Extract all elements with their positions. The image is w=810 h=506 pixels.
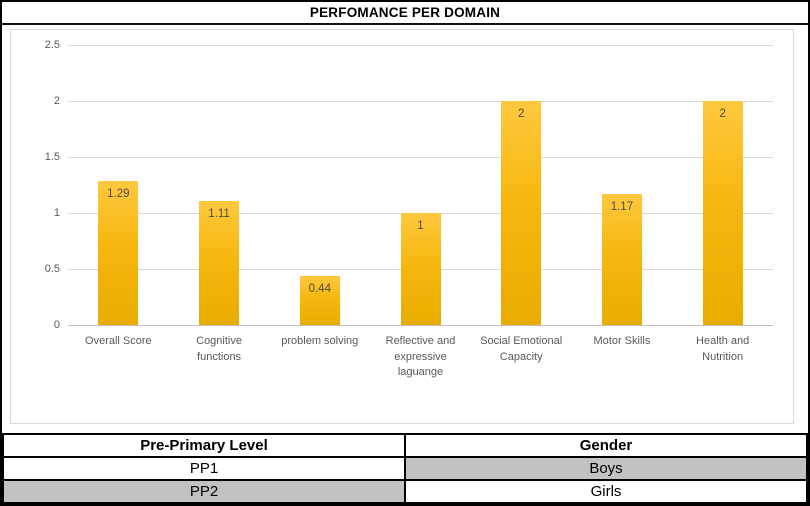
- x-axis-label-reflective-and-expressive-laguange: Reflective and expressive laguange: [385, 335, 456, 378]
- bar-reflective-and-expressive-laguange: 1: [400, 213, 441, 325]
- chart-title-bar: PERFOMANCE PER DOMAIN: [2, 2, 808, 25]
- bar-problem-solving: 0.44: [299, 275, 340, 325]
- y-axis-tick-label: 0: [53, 319, 60, 331]
- y-axis-tick-label: 0.5: [44, 263, 60, 275]
- x-axis-label-overall-score: Overall Score: [85, 335, 152, 347]
- x-axis-label-motor-skills: Motor Skills: [593, 335, 651, 347]
- x-axis-label-cognitive-functions: Cognitive functions: [196, 335, 242, 363]
- x-axis-label-problem-solving: problem solving: [281, 335, 359, 347]
- x-axis-label-health-and-nutrition: Health and Nutrition: [696, 335, 750, 363]
- bar-value-label: 1.11: [208, 207, 230, 220]
- filter-item-girls[interactable]: Girls: [404, 479, 808, 504]
- bar-value-label: 2: [518, 108, 525, 120]
- gridline: [68, 157, 773, 158]
- table-row: PP1 Boys: [2, 456, 808, 481]
- y-axis-tick-label: 2.5: [44, 39, 60, 51]
- chart-title: PERFOMANCE PER DOMAIN: [309, 5, 501, 20]
- x-axis-line: [68, 325, 773, 326]
- bar-motor-skills: 1.17: [601, 193, 642, 325]
- bar-overall-score: 1.29: [98, 180, 139, 325]
- y-axis-tick-label: 1: [53, 207, 60, 219]
- bar-value-label: 1.29: [107, 187, 130, 200]
- bar-cognitive-functions: 1.11: [199, 200, 240, 325]
- bar-social-emotional-capacity: 2: [501, 101, 542, 325]
- filter-item-pp1[interactable]: PP1: [2, 456, 406, 481]
- plot-area: 0 0.5 1 1.5 2 2.5 1.29 Overall Score 1.11 Cogniti…: [45, 39, 773, 378]
- bar-value-label: 1.17: [610, 200, 634, 213]
- y-axis-tick-label: 2: [53, 95, 60, 107]
- bar-health-and-nutrition: 2: [702, 101, 743, 325]
- chart-frame: 0 0.5 1 1.5 2 2.5 1.29 Overall Score 1.11 Cogniti…: [10, 29, 794, 424]
- bar-value-label: 0.44: [308, 282, 331, 295]
- table-header-gender: Gender: [404, 433, 808, 458]
- filter-item-boys[interactable]: Boys: [404, 456, 808, 481]
- bar-value-label: 1: [417, 220, 424, 232]
- bar-value-label: 2: [719, 108, 726, 120]
- filter-item-pp2[interactable]: PP2: [2, 479, 406, 504]
- table-header-row: Pre-Primary Level Gender: [2, 433, 808, 458]
- x-axis-label-social-emotional-capacity: Social Emotional Capacity: [480, 335, 563, 363]
- y-axis-tick-label: 1.5: [44, 151, 60, 163]
- chart-section: 0 0.5 1 1.5 2 2.5 1.29 Overall Score 1.11 Cogniti…: [2, 25, 808, 433]
- table-row: PP2 Girls: [2, 479, 808, 504]
- gridline: [68, 101, 773, 102]
- gridline: [68, 45, 773, 46]
- filter-table: Pre-Primary Level Gender PP1 Boys PP2 Gi…: [2, 433, 808, 504]
- table-header-pre-primary-level: Pre-Primary Level: [2, 433, 406, 458]
